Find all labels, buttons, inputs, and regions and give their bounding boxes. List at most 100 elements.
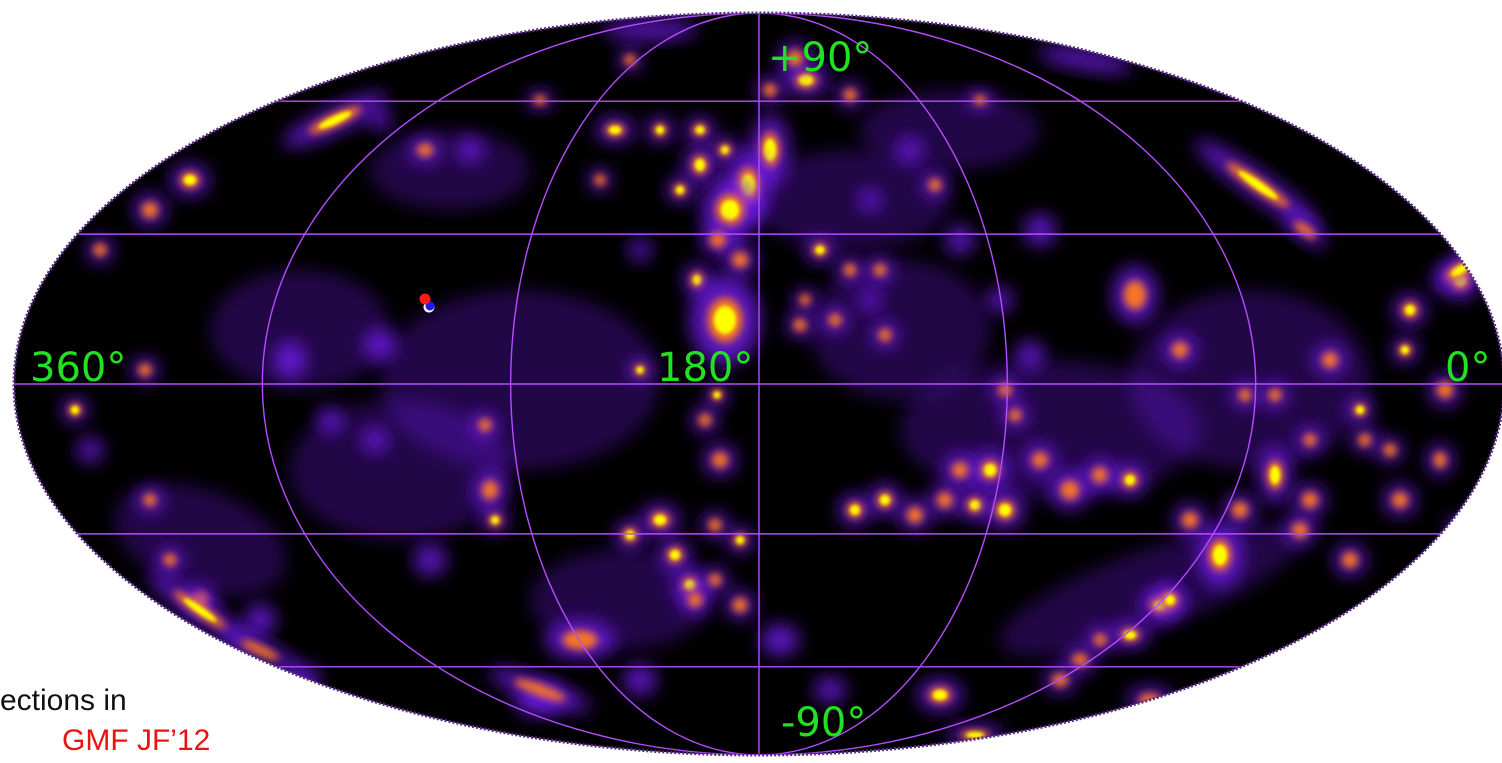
intensity-blob bbox=[967, 90, 993, 110]
intensity-blob bbox=[667, 177, 693, 203]
intensity-blob bbox=[414, 544, 446, 576]
intensity-blob bbox=[1259, 446, 1291, 504]
haze bbox=[750, 150, 950, 250]
intensity-blob bbox=[527, 90, 553, 110]
intensity-blob bbox=[1392, 337, 1418, 363]
caption-line-2: GMF JF’12 bbox=[62, 724, 211, 757]
intensity-blob bbox=[1427, 444, 1453, 476]
intensity-blob bbox=[474, 470, 506, 510]
intensity-blob bbox=[867, 257, 893, 283]
intensity-blob bbox=[1110, 622, 1150, 648]
intensity-blob bbox=[588, 168, 612, 192]
intensity-blob bbox=[680, 585, 710, 615]
intensity-blob bbox=[317, 407, 343, 433]
intensity-blob bbox=[837, 257, 863, 283]
label-0: 0° bbox=[1445, 345, 1491, 391]
intensity-blob bbox=[922, 172, 948, 198]
grid-meridian bbox=[510, 13, 760, 755]
intensity-blob bbox=[685, 117, 715, 143]
intensity-blob bbox=[222, 630, 298, 670]
label-minus-90: -90° bbox=[781, 700, 867, 746]
intensity-blob bbox=[628, 358, 652, 382]
intensity-blob bbox=[992, 377, 1018, 403]
intensity-blob bbox=[897, 137, 923, 163]
intensity-blob bbox=[837, 82, 863, 108]
intensity-blob bbox=[1334, 544, 1366, 576]
intensity-blob bbox=[858, 188, 882, 212]
haze bbox=[210, 270, 390, 390]
intensity-blob bbox=[1314, 344, 1346, 376]
intensity-blob bbox=[624, 664, 656, 696]
intensity-blob bbox=[62, 397, 88, 423]
intensity-blob bbox=[1024, 214, 1056, 246]
intensity-blob bbox=[640, 504, 680, 536]
intensity-blob bbox=[702, 224, 734, 256]
label-180: 180° bbox=[657, 345, 754, 391]
marker-red bbox=[419, 293, 431, 305]
grid-meridian bbox=[758, 13, 1008, 755]
intensity-blobs bbox=[62, 20, 1489, 745]
intensity-blob bbox=[787, 312, 813, 338]
intensity-blob bbox=[659, 539, 691, 571]
intensity-blob bbox=[1174, 504, 1206, 536]
intensity-blob bbox=[157, 547, 183, 573]
haze bbox=[370, 130, 530, 210]
intensity-blob bbox=[615, 520, 645, 550]
intensity-blob bbox=[684, 145, 716, 185]
intensity-blob bbox=[1164, 334, 1196, 366]
intensity-blob bbox=[1114, 464, 1146, 496]
intensity-blob bbox=[1087, 627, 1113, 653]
grid-meridian bbox=[758, 13, 1257, 755]
intensity-blob bbox=[1037, 47, 1133, 73]
haze bbox=[810, 260, 990, 400]
intensity-blob bbox=[77, 437, 103, 463]
intensity-blob bbox=[457, 137, 483, 163]
intensity-blob bbox=[757, 77, 783, 103]
intensity-blob bbox=[959, 489, 991, 521]
intensity-blob bbox=[488, 668, 592, 712]
intensity-blob bbox=[1084, 459, 1116, 491]
intensity-blob bbox=[170, 164, 210, 196]
intensity-blob bbox=[805, 237, 835, 263]
intensity-blob bbox=[945, 225, 975, 255]
source-markers bbox=[419, 293, 435, 313]
intensity-blob bbox=[472, 412, 498, 438]
intensity-blob bbox=[364, 329, 396, 361]
intensity-blob bbox=[409, 137, 441, 163]
intensity-blob bbox=[1224, 494, 1256, 526]
intensity-blob bbox=[917, 679, 963, 711]
intensity-blob bbox=[132, 357, 158, 383]
caption-line-1: ections in bbox=[0, 684, 127, 717]
intensity-blob bbox=[692, 407, 718, 433]
intensity-blob bbox=[1384, 484, 1416, 516]
intensity-blob bbox=[87, 237, 113, 263]
intensity-blob bbox=[839, 494, 871, 526]
intensity-blob bbox=[689, 275, 761, 365]
intensity-blob bbox=[1284, 514, 1316, 546]
label-360: 360° bbox=[30, 345, 127, 391]
intensity-blob bbox=[793, 288, 817, 312]
haze bbox=[860, 90, 1040, 170]
intensity-blob bbox=[595, 117, 635, 143]
intensity-blob bbox=[822, 307, 848, 333]
intensity-blob bbox=[647, 117, 673, 143]
intensity-blob bbox=[899, 499, 931, 531]
intensity-blob bbox=[929, 484, 961, 516]
label-plus-90: +90° bbox=[768, 35, 873, 81]
intensity-blob bbox=[1044, 667, 1076, 693]
intensity-blob bbox=[1347, 397, 1373, 423]
intensity-blob bbox=[779, 42, 811, 74]
intensity-blob bbox=[1294, 484, 1326, 516]
intensity-blob bbox=[618, 48, 642, 72]
intensity-blob bbox=[1024, 444, 1056, 476]
intensity-blob bbox=[705, 383, 729, 407]
sky-boundary bbox=[12, 11, 1502, 757]
intensity-blob bbox=[944, 454, 976, 486]
intensity-blob bbox=[1429, 374, 1461, 406]
intensity-blob bbox=[702, 512, 728, 538]
intensity-blob bbox=[872, 322, 898, 348]
intensity-blob bbox=[985, 490, 1025, 530]
haze bbox=[290, 400, 510, 540]
intensity-blob bbox=[1394, 294, 1426, 326]
